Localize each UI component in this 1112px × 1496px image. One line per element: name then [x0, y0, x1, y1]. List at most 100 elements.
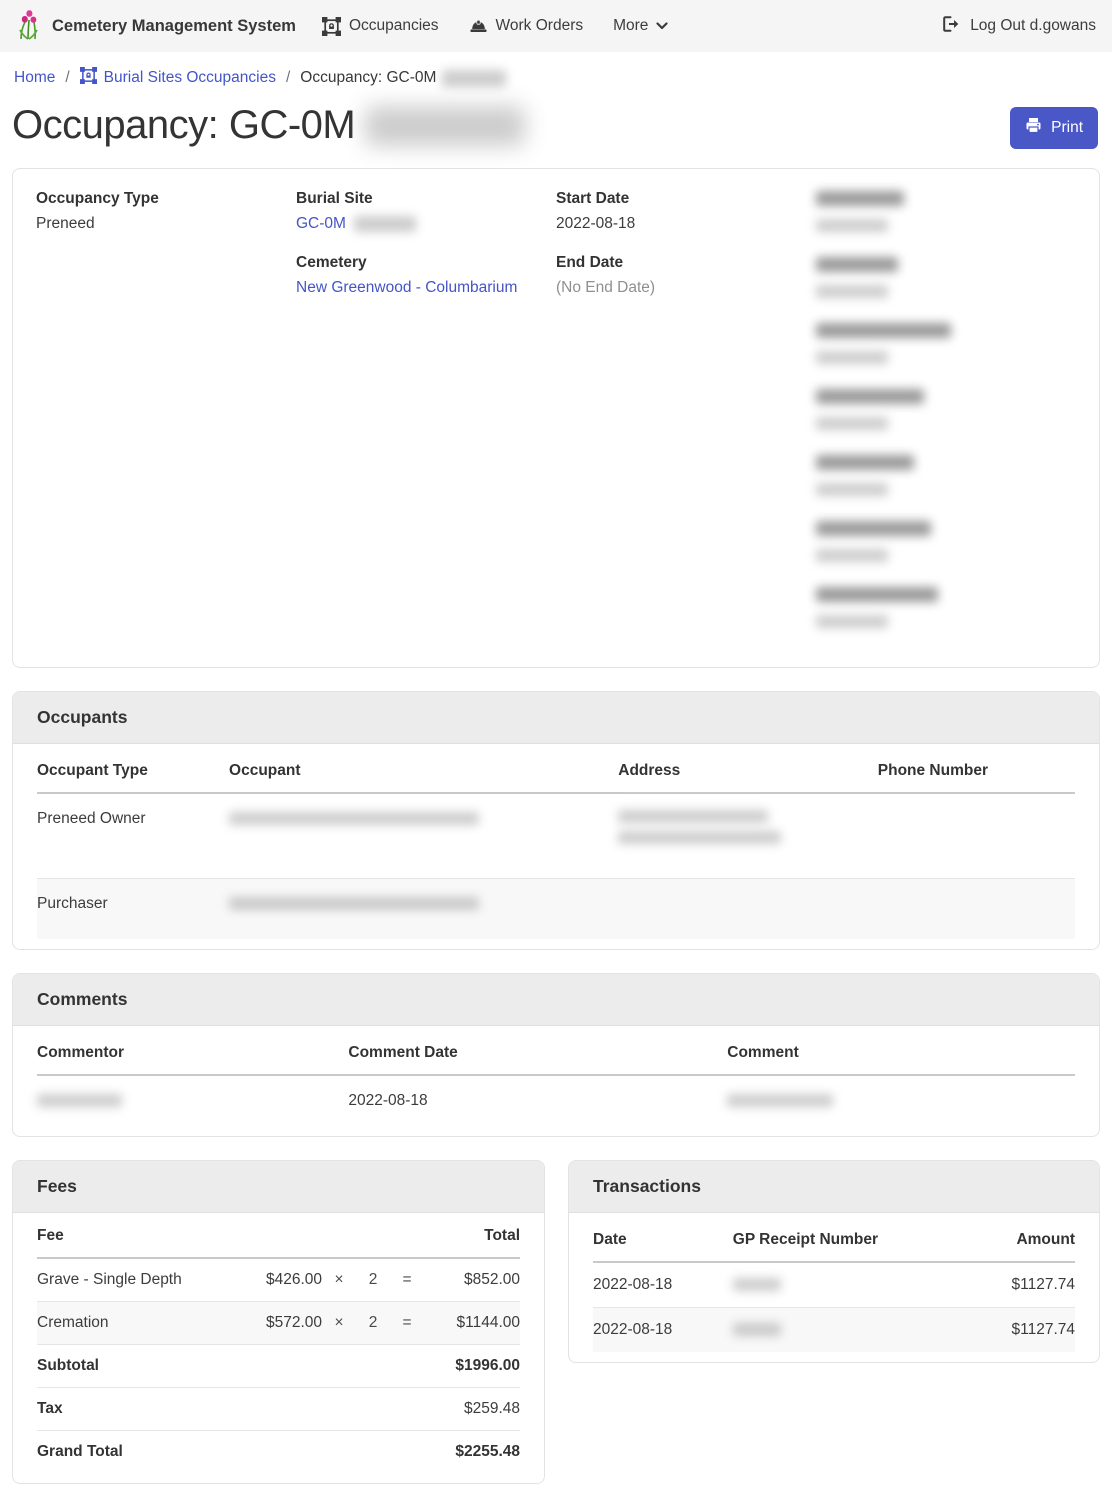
app-brand[interactable]: Cemetery Management System — [16, 8, 296, 45]
detail-col-2: Burial Site GC-0M Cemetery New Greenwood… — [296, 190, 556, 646]
breadcrumb-home-link[interactable]: Home — [14, 69, 56, 86]
comments-header-row: Commentor Comment Date Comment — [37, 1028, 1075, 1076]
subtotal-label: Subtotal — [37, 1344, 424, 1388]
detail-col-3: Start Date 2022-08-18 End Date (No End D… — [556, 190, 816, 646]
tax-label: Tax — [37, 1387, 424, 1431]
col-equals — [390, 1215, 424, 1259]
field-label: End Date — [556, 254, 624, 271]
tulips-logo-icon — [16, 8, 42, 45]
detail-col-4-redacted — [816, 190, 1076, 646]
tax-row: Tax $259.48 — [37, 1387, 520, 1431]
col-occupant: Occupant — [229, 746, 619, 794]
field-cemetery: Cemetery New Greenwood - Columbarium — [296, 254, 556, 297]
redacted-field — [816, 388, 1076, 433]
tax-value: $259.48 — [424, 1387, 520, 1431]
hard-hat-icon — [469, 19, 488, 34]
transaction-amount-cell: $1127.74 — [968, 1262, 1075, 1308]
page-title: Occupancy: GC-0M — [12, 103, 526, 148]
comments-card-body: Commentor Comment Date Comment 2022-08-1… — [13, 1026, 1099, 1136]
print-button[interactable]: Print — [1010, 107, 1098, 149]
field-end-date: End Date (No End Date) — [556, 254, 816, 297]
breadcrumb: Home / Burial Sites Occupancies / Occupa… — [0, 52, 1112, 99]
occupant-type-cell: Purchaser — [37, 895, 108, 912]
logout-button[interactable]: Log Out d.gowans — [943, 15, 1096, 37]
redacted-field — [816, 454, 1076, 499]
comment-row: 2022-08-18 — [37, 1075, 1075, 1126]
nav-item-occupancies[interactable]: Occupancies — [321, 16, 439, 36]
transactions-card-title: Transactions — [569, 1161, 1099, 1213]
transactions-header-row: Date GP Receipt Number Amount — [593, 1215, 1075, 1263]
field-label: Burial Site — [296, 190, 373, 207]
comment-date-cell: 2022-08-18 — [348, 1092, 428, 1109]
title-row: Occupancy: GC-0M Print — [0, 99, 1112, 149]
col-comment-date: Comment Date — [348, 1028, 728, 1076]
fee-name-cell: Cremation — [37, 1301, 236, 1345]
occupant-type-cell: Preneed Owner — [37, 793, 230, 879]
fee-price-cell: $572.00 — [236, 1301, 322, 1345]
redacted-field — [816, 586, 1076, 631]
field-value: GC-0M — [296, 215, 556, 233]
breadcrumb-occupancies-link[interactable]: Burial Sites Occupancies — [79, 67, 276, 89]
breadcrumb-separator: / — [65, 69, 70, 86]
field-value: (No End Date) — [556, 279, 656, 296]
field-start-date: Start Date 2022-08-18 — [556, 190, 816, 233]
nav-links: Occupancies Work Orders More — [321, 16, 669, 36]
redacted-breadcrumb-id — [442, 69, 507, 87]
burial-site-link[interactable]: GC-0M — [296, 215, 346, 232]
redacted-field — [816, 256, 1076, 301]
comment-cell — [727, 1075, 1075, 1126]
occupant-name-cell — [229, 879, 618, 940]
comments-table: Commentor Comment Date Comment 2022-08-1… — [37, 1028, 1075, 1126]
col-commentor: Commentor — [37, 1028, 349, 1076]
redacted-occupancy-id — [365, 105, 526, 146]
occupants-card-title: Occupants — [13, 692, 1099, 744]
app-title: Cemetery Management System — [52, 16, 296, 35]
nav-item-label: Occupancies — [348, 17, 439, 34]
field-label: Occupancy Type — [36, 190, 159, 207]
col-amount: Amount — [968, 1215, 1075, 1263]
col-qty — [356, 1215, 390, 1259]
col-times — [322, 1215, 356, 1259]
col-receipt: GP Receipt Number — [732, 1215, 969, 1263]
commentor-cell — [37, 1075, 348, 1126]
bottom-row: Fees Fee Total Grave - Single Depth — [12, 1160, 1100, 1484]
subtotal-value: $1996.00 — [424, 1344, 520, 1388]
field-label: Start Date — [556, 190, 630, 207]
occupant-phone-cell — [877, 793, 1075, 879]
top-navbar: Cemetery Management System Occupancies — [0, 0, 1112, 52]
grand-total-value: $2255.48 — [455, 1443, 520, 1460]
fee-total-cell: $852.00 — [424, 1258, 520, 1302]
detail-col-1: Occupancy Type Preneed — [36, 190, 296, 646]
nav-item-work-orders[interactable]: Work Orders — [469, 17, 583, 35]
fee-price-cell: $426.00 — [236, 1258, 322, 1302]
fee-qty-cell: 2 — [356, 1258, 390, 1302]
col-price — [236, 1215, 322, 1259]
sign-out-icon — [943, 15, 961, 37]
occupant-name-cell — [229, 793, 619, 879]
field-value: 2022-08-18 — [556, 215, 636, 232]
col-occupant-type: Occupant Type — [37, 746, 230, 794]
occupant-row: Purchaser — [37, 878, 1075, 940]
cemetery-link[interactable]: New Greenwood - Columbarium — [296, 279, 518, 296]
nav-item-more[interactable]: More — [613, 17, 669, 35]
occupant-address-cell — [618, 793, 878, 879]
fees-card-body: Fee Total Grave - Single Depth $426.00 ×… — [13, 1213, 544, 1483]
fee-qty-cell: 2 — [356, 1301, 390, 1345]
fee-row: Cremation $572.00 × 2 = $1144.00 — [37, 1301, 520, 1345]
col-date: Date — [593, 1215, 733, 1263]
fees-card: Fees Fee Total Grave - Single Depth — [12, 1160, 545, 1484]
transactions-table: Date GP Receipt Number Amount 2022-08-18… — [593, 1215, 1075, 1352]
occupants-table: Occupant Type Occupant Address Phone Num… — [37, 746, 1075, 939]
print-label: Print — [1051, 119, 1083, 136]
burial-plot-icon — [79, 67, 97, 89]
redacted-field — [816, 520, 1076, 565]
fee-name-cell: Grave - Single Depth — [37, 1258, 236, 1302]
fees-table: Fee Total Grave - Single Depth $426.00 ×… — [37, 1215, 520, 1473]
col-phone: Phone Number — [877, 746, 1075, 794]
redacted-field — [816, 322, 1076, 367]
field-value: Preneed — [36, 215, 95, 232]
logout-label: Log Out d.gowans — [970, 17, 1096, 34]
col-fee: Fee — [37, 1215, 236, 1259]
page-title-text: Occupancy: GC-0M — [12, 103, 356, 147]
fees-card-title: Fees — [13, 1161, 544, 1213]
